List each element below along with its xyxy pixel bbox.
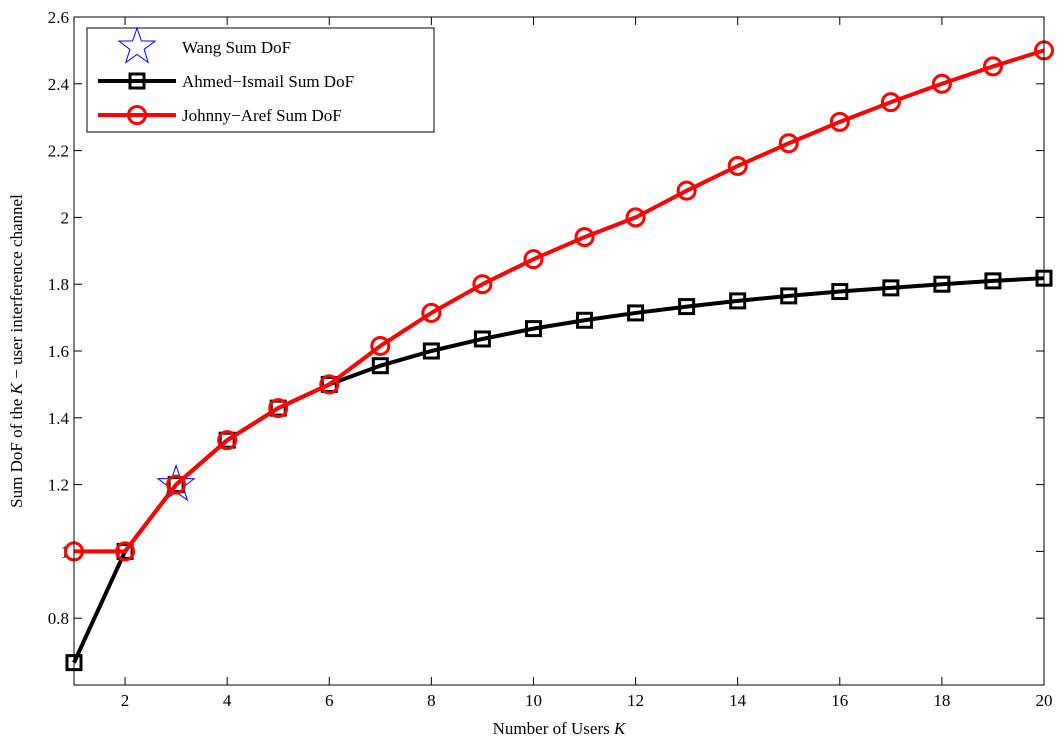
y-axis-label-variable: K [7, 381, 26, 395]
y-axis-label-suffix: − user interference channel [7, 194, 26, 379]
y-tick-label: 1.8 [48, 275, 69, 294]
data-point-circle [778, 133, 799, 154]
data-point-circle [727, 155, 748, 176]
y-tick-label: 2.2 [48, 142, 69, 161]
y-tick-label: 2 [61, 208, 70, 227]
y-axis-label: Sum DoF of the K − user interference cha… [7, 194, 26, 508]
data-point-circle [115, 541, 136, 562]
data-point-square [473, 330, 491, 348]
data-point-square [882, 279, 900, 297]
plot-frame [73, 16, 1045, 686]
x-tick-label: 2 [121, 691, 130, 710]
ticks-layer: 2 4 6 8 10 12 14 16 18 200.811.21.41.61.822.22.42… [48, 8, 1053, 710]
data-point-square [984, 272, 1002, 290]
data-point-square [627, 304, 645, 322]
x-tick-label: 6 [325, 691, 334, 710]
x-tick-label: 18 [933, 691, 950, 710]
data-point-circle [523, 249, 544, 270]
legend-marker-star [117, 26, 157, 64]
y-axis-label-prefix: Sum DoF of the [7, 394, 26, 507]
data-point-square [933, 275, 951, 293]
data-point-square [422, 342, 440, 360]
y-tick-label: 1.4 [48, 409, 70, 428]
data-point-circle [982, 56, 1003, 77]
legend-item: Johnny−Aref Sum DoF [98, 105, 342, 125]
x-tick-label: 12 [627, 691, 644, 710]
data-point-square [524, 320, 542, 338]
x-tick-label: 4 [223, 691, 232, 710]
data-point-circle [880, 92, 901, 113]
x-tick-label: 8 [427, 691, 436, 710]
y-tick-label: 0.8 [48, 609, 69, 628]
data-point-circle [268, 398, 289, 419]
x-tick-label: 10 [525, 691, 542, 710]
data-point-square [831, 283, 849, 301]
data-point-circle [574, 227, 595, 248]
legend-label: Ahmed−Ismail Sum DoF [182, 72, 354, 91]
x-tick-label: 20 [1036, 691, 1053, 710]
data-point-circle [319, 374, 340, 395]
series-circle [64, 40, 1054, 562]
x-tick-label: 14 [729, 691, 747, 710]
legend-label: Johnny−Aref Sum DoF [182, 106, 342, 125]
x-axis-label: Number of Users K [493, 719, 627, 738]
data-point-square [371, 357, 389, 375]
y-tick-label: 2.6 [48, 8, 69, 27]
x-axis-label-text: Number of Users [493, 719, 610, 738]
y-tick-label: 1.6 [48, 342, 69, 361]
data-point-square [576, 311, 594, 329]
legend-marker-circle [127, 105, 147, 125]
y-tick-label: 1.2 [48, 476, 69, 495]
x-axis-label-variable: K [613, 719, 627, 738]
legend-marker-square [128, 72, 146, 90]
x-tick-label: 16 [831, 691, 848, 710]
series-layer [64, 40, 1054, 672]
legend-item: Wang Sum DoF [117, 26, 291, 64]
data-point-square [729, 292, 747, 310]
data-point-circle [472, 274, 493, 295]
data-point-circle [625, 207, 646, 228]
data-point-square [678, 298, 696, 316]
data-point-circle [931, 73, 952, 94]
data-point-circle [421, 302, 442, 323]
data-point-circle [166, 474, 187, 495]
legend: Wang Sum DoF Ahmed−Ismail Sum DoF Johnny−A… [86, 26, 435, 133]
legend-items: Wang Sum DoF Ahmed−Ismail Sum DoF Johnny−A… [98, 26, 354, 125]
legend-item: Ahmed−Ismail Sum DoF [98, 72, 354, 91]
y-tick-label: 2.4 [48, 75, 70, 94]
legend-label: Wang Sum DoF [182, 38, 291, 57]
data-point-circle [370, 335, 391, 356]
data-point-square [780, 287, 798, 305]
data-point-circle [676, 180, 697, 201]
data-point-circle [217, 430, 238, 451]
data-point-circle [829, 111, 850, 132]
